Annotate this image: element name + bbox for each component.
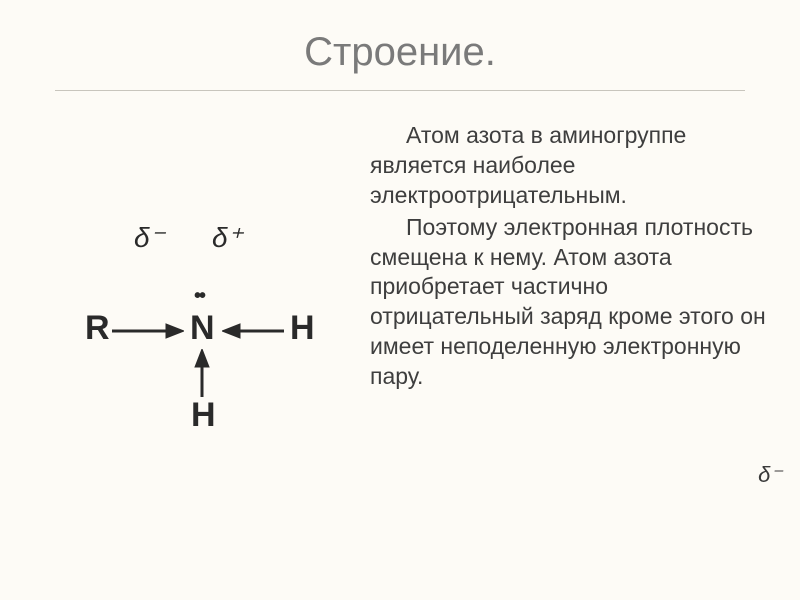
paragraph-2: Поэтому электронная плотность смещена к … xyxy=(370,213,770,392)
lone-pair-dots: •• xyxy=(194,285,204,308)
delta-minus-trailing: δ⁻ xyxy=(758,462,782,488)
content-row: δ⁻ δ⁺ R •• N H H Атом азота в аминогрупп… xyxy=(0,91,800,471)
delta-plus-label: δ⁺ xyxy=(212,221,242,254)
atom-h-right: H xyxy=(290,309,315,348)
delta-minus-label: δ⁻ xyxy=(134,221,164,254)
page-title: Строение. xyxy=(0,0,800,90)
molecular-diagram: δ⁻ δ⁺ R •• N H H xyxy=(60,121,360,471)
arrow-left-icon xyxy=(222,321,284,341)
arrow-right-icon xyxy=(112,321,184,341)
body-text: Атом азота в аминогруппе является наибол… xyxy=(360,121,770,471)
atom-r: R xyxy=(85,309,110,348)
atom-n: N xyxy=(190,309,215,348)
arrow-up-icon xyxy=(192,349,212,397)
paragraph-1: Атом азота в аминогруппе является наибол… xyxy=(370,121,770,211)
atom-h-bottom: H xyxy=(191,396,216,435)
